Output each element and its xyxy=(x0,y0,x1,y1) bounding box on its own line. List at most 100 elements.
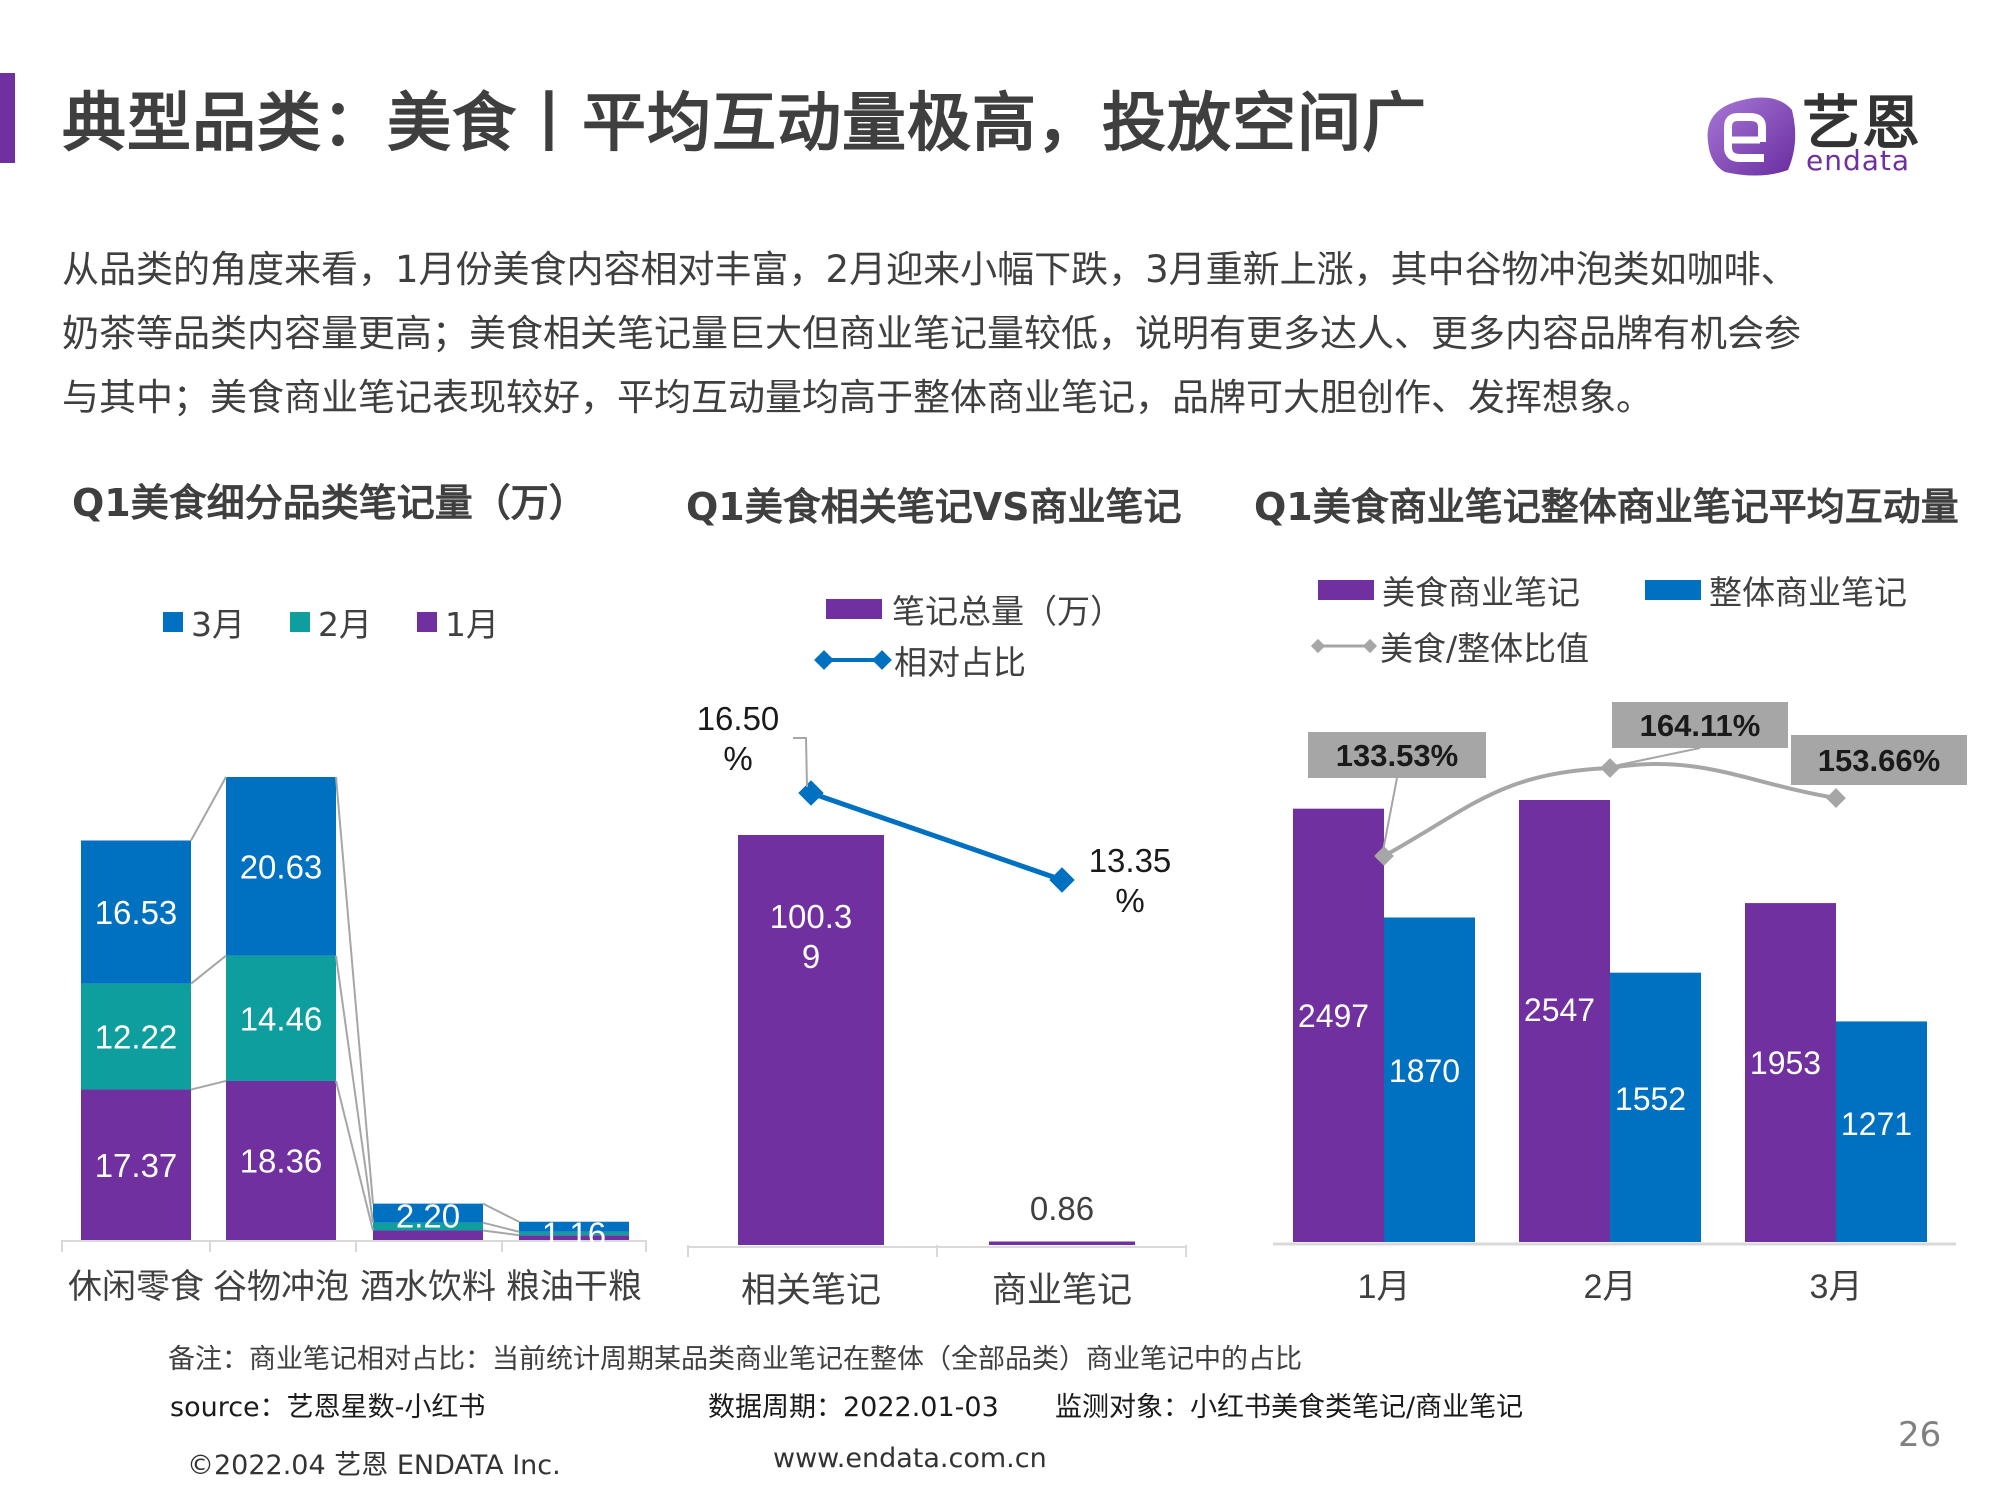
ratio-data-label: 164.11% xyxy=(1640,708,1761,743)
website-link[interactable]: www.endata.com.cn xyxy=(773,1443,1047,1474)
ratio-data-label: 133.53% xyxy=(1336,738,1458,773)
series-connector-line xyxy=(482,1202,520,1223)
x-tick-label: 粮油干粮 xyxy=(506,1268,642,1306)
data-period: 数据周期：2022.01-03 xyxy=(708,1392,999,1423)
bar-segment-3月 xyxy=(519,1221,629,1232)
ratio-line xyxy=(810,790,1063,883)
data-label: 2497 xyxy=(1298,998,1369,1034)
ratio-data-label: 153.66% xyxy=(1818,743,1940,778)
chart2-legend-item: 笔记总量（万） xyxy=(826,585,1123,633)
legend-line-diamond-icon xyxy=(814,650,892,670)
x-tick-label: 2月 xyxy=(1584,1268,1637,1306)
summary-line: 奶茶等品类内容量更高；美食相关笔记量巨大但商业笔记量较低，说明有更多达人、更多内… xyxy=(62,312,1801,355)
bar-整体商业笔记 xyxy=(1610,972,1701,1242)
legend-swatch-2月 xyxy=(290,612,310,632)
data-label: 14.46 xyxy=(240,1000,323,1037)
chart3-legend-item: 整体商业笔记 xyxy=(1645,566,1907,614)
data-label: 2.20 xyxy=(396,1198,460,1235)
footnote: 备注：商业笔记相对占比：当前统计周期某品类商业笔记在整体（全部品类）商业笔记中的… xyxy=(168,1344,1302,1375)
ratio-label-box xyxy=(1791,735,1967,785)
bar-美食商业笔记 xyxy=(1745,903,1836,1242)
label-leader-line xyxy=(1613,747,1701,767)
ratio-point xyxy=(1374,846,1394,866)
x-tick-label: 商业笔记 xyxy=(992,1271,1132,1310)
bar-美食商业笔记 xyxy=(1519,800,1610,1242)
ratio-point xyxy=(1826,788,1846,808)
data-label: 100.3 9 xyxy=(770,898,853,975)
ratio-data-label: 16.50% xyxy=(697,700,780,777)
bar-segment-3月 xyxy=(373,1203,483,1223)
series-connector-line xyxy=(335,776,374,1204)
series-connector-line xyxy=(190,1079,227,1091)
data-label: 1552 xyxy=(1615,1081,1686,1117)
legend-label: 3月 xyxy=(191,605,245,644)
data-label: 18.36 xyxy=(240,1142,323,1179)
bar-segment-3月 xyxy=(81,840,191,984)
chart1-legend-item: 1月 xyxy=(417,598,499,646)
ratio-point xyxy=(1600,758,1620,778)
legend-label: 相对占比 xyxy=(894,643,1026,682)
logo-cn-text: 艺恩 xyxy=(1802,89,1923,157)
legend-swatch-3月 xyxy=(163,612,183,632)
x-tick-label: 3月 xyxy=(1810,1268,1863,1306)
chart2-legend-item: 相对占比 xyxy=(814,636,1026,684)
x-tick-label: 酒水饮料 xyxy=(360,1268,496,1306)
data-label: 16.53 xyxy=(95,894,178,931)
data-label: 17.37 xyxy=(95,1147,178,1184)
summary-line: 与其中；美食商业笔记表现较好，平均互动量均高于整体商业笔记，品牌可大胆创作、发挥… xyxy=(62,376,1653,419)
legend-label: 笔记总量（万） xyxy=(892,592,1123,631)
bar-segment-1月 xyxy=(519,1235,629,1240)
x-tick-label: 1月 xyxy=(1358,1268,1411,1306)
label-leader-line xyxy=(1381,777,1398,857)
bar xyxy=(738,835,884,1245)
bar-美食商业笔记 xyxy=(1293,808,1384,1242)
page-number: 26 xyxy=(1898,1415,1942,1455)
source-text: source：艺恩星数-小红书 xyxy=(170,1392,486,1423)
bar-整体商业笔记 xyxy=(1836,1021,1927,1242)
summary-paragraph: 从品类的角度来看，1月份美食内容相对丰富，2月迎来小幅下跌，3月重新上涨，其中谷… xyxy=(62,238,1962,430)
ratio-label-box xyxy=(1308,732,1486,778)
series-connector-line xyxy=(335,1080,374,1231)
series-connector-line xyxy=(190,954,227,985)
bar-segment-2月 xyxy=(373,1222,483,1231)
data-label: 1870 xyxy=(1389,1053,1460,1089)
bar-segment-2月 xyxy=(519,1231,629,1236)
logo-en-text: endata xyxy=(1806,144,1911,177)
series-connector-line xyxy=(335,955,374,1223)
data-label: 1271 xyxy=(1841,1106,1912,1142)
series-connector-line xyxy=(190,776,227,841)
series-connector-line xyxy=(482,1229,520,1237)
bar-segment-1月 xyxy=(81,1089,191,1240)
copyright: ©2022.04 艺恩 ENDATA Inc. xyxy=(187,1450,561,1481)
bar-segment-1月 xyxy=(373,1230,483,1240)
data-label: 12.22 xyxy=(95,1019,178,1056)
ratio-data-label: 13.35% xyxy=(1089,842,1172,919)
endata-logo: 艺恩 endata xyxy=(1700,82,1940,182)
legend-label: 整体商业笔记 xyxy=(1709,573,1907,612)
legend-swatch-food xyxy=(1318,580,1374,600)
chart1-title: Q1美食细分品类笔记量（万） xyxy=(72,481,587,525)
bar-segment-2月 xyxy=(226,955,336,1081)
bar-segment-1月 xyxy=(226,1080,336,1240)
legend-label: 1月 xyxy=(445,605,499,644)
summary-line: 从品类的角度来看，1月份美食内容相对丰富，2月迎来小幅下跌，3月重新上涨，其中谷… xyxy=(62,248,1798,291)
legend-swatch-bar xyxy=(826,599,882,619)
chart3-title: Q1美食商业笔记整体商业笔记平均互动量 xyxy=(1254,485,1959,529)
bar-segment-3月 xyxy=(226,777,336,956)
data-label: 2547 xyxy=(1524,992,1595,1028)
legend-label: 美食商业笔记 xyxy=(1382,573,1580,612)
title-accent-bar xyxy=(0,73,15,163)
series-connector-line xyxy=(482,1221,520,1233)
endata-logo-icon xyxy=(1707,97,1796,176)
label-leader-line xyxy=(793,737,808,788)
legend-swatch-overall xyxy=(1645,580,1701,600)
legend-line-diamond-icon xyxy=(1310,638,1378,654)
ratio-label-box xyxy=(1612,702,1788,748)
x-tick-label: 谷物冲泡 xyxy=(213,1268,349,1306)
chart1-legend-item: 2月 xyxy=(290,598,372,646)
bar xyxy=(989,1241,1135,1245)
legend-label: 美食/整体比值 xyxy=(1380,629,1590,668)
bar-整体商业笔记 xyxy=(1384,917,1475,1242)
